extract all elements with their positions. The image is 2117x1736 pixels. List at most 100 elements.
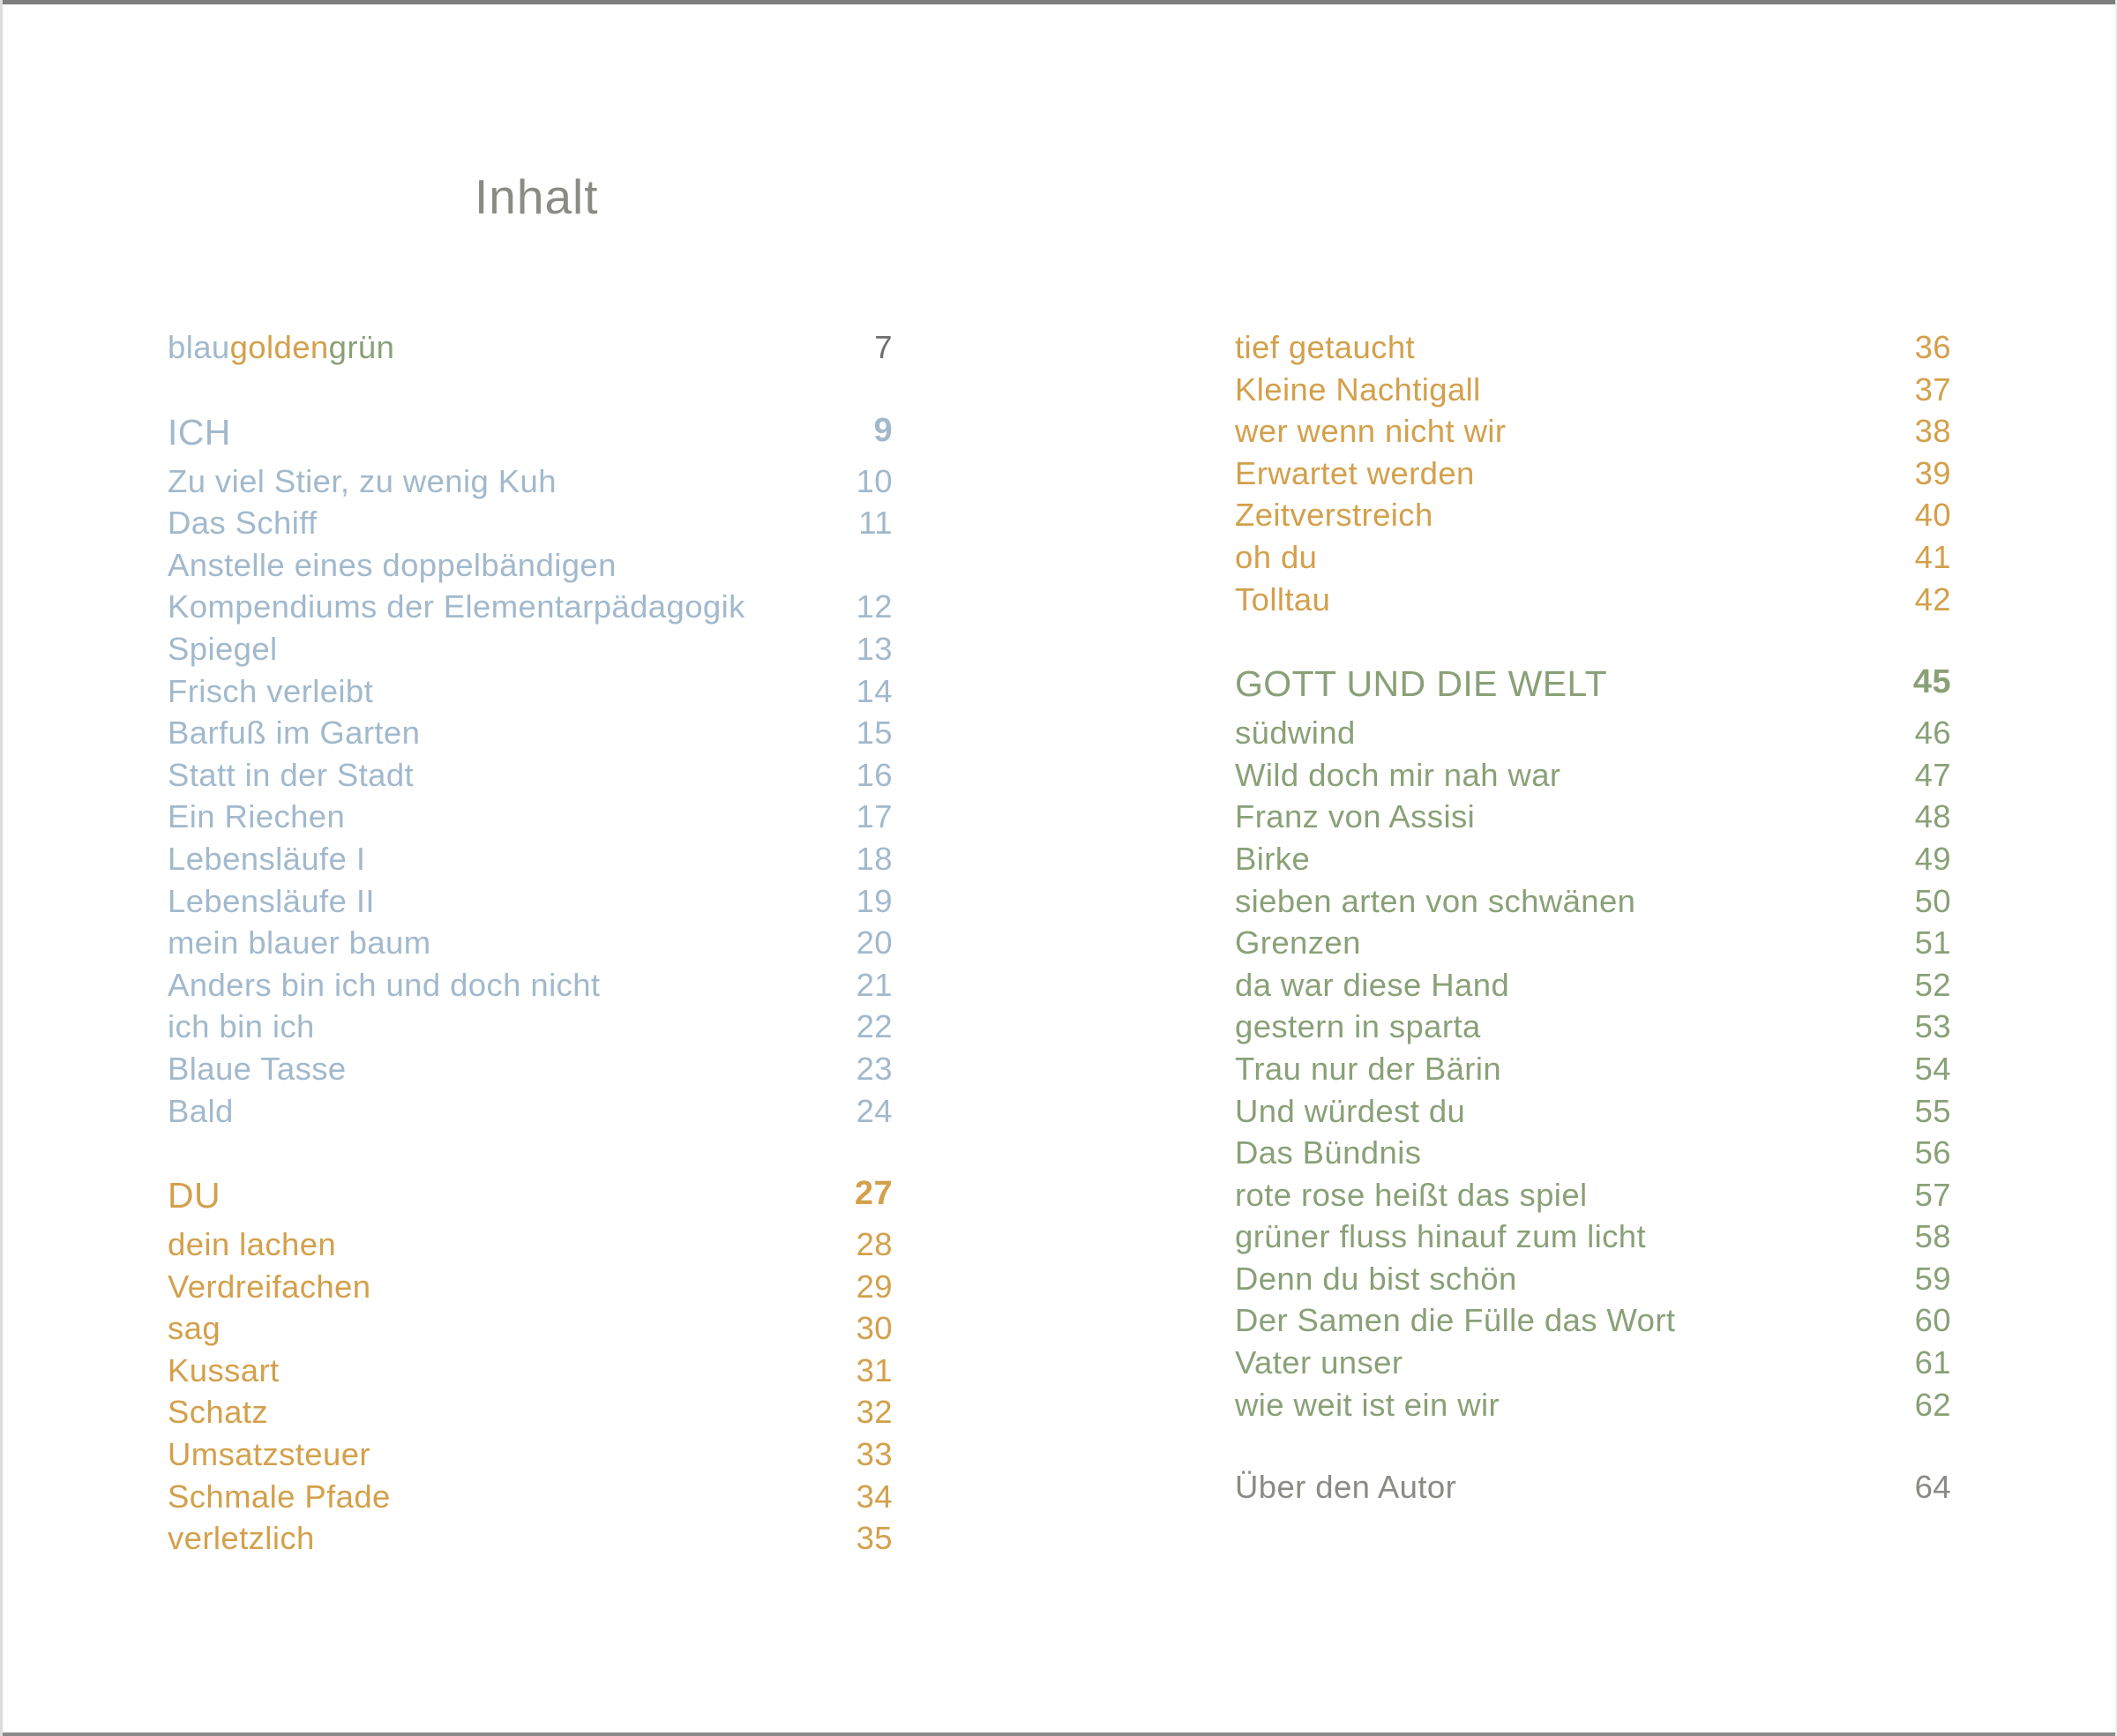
toc-entry-page-number: 16 (856, 756, 893, 793)
toc-entry-label: Lebensläufe I (168, 840, 366, 877)
toc-entry-label: Zu viel Stier, zu wenig Kuh (168, 462, 557, 499)
toc-entry-page-number: 27 (854, 1175, 893, 1213)
toc-entry: Schatz 32 (168, 1393, 893, 1435)
toc-entry: Umsatzsteuer 33 (168, 1435, 893, 1478)
toc-entry-label: GOTT UND DIE WELT (1235, 663, 1608, 705)
toc-entry-page-number: 9 (873, 411, 893, 449)
toc-entry-page-number: 33 (856, 1436, 893, 1473)
page-edge-left (0, 0, 3, 1736)
toc-entry-page-number: 47 (1914, 756, 1951, 793)
toc-entry-label: wer wenn nicht wir (1235, 413, 1507, 450)
toc-entry-page-number: 64 (1914, 1469, 1951, 1506)
toc-entry-page-number: 51 (1914, 924, 1951, 962)
toc-entry-page-number: 59 (1914, 1260, 1951, 1297)
toc-entry-page-number: 61 (1914, 1344, 1951, 1381)
toc-entry: wer wenn nicht wir 38 (1235, 412, 1951, 454)
toc-entry: Ein Riechen 17 (168, 797, 893, 840)
toc-entry: südwind 46 (1235, 714, 1951, 756)
toc-entry-page-number: 57 (1914, 1176, 1951, 1213)
toc-entry: Und würdest du 55 (1235, 1092, 1951, 1134)
toc-entry-label: ich bin ich (168, 1008, 315, 1045)
toc-entry: Anders bin ich und doch nicht 21 (168, 966, 893, 1008)
toc-entry-page-number: 38 (1914, 413, 1951, 450)
toc-entry: sag 30 (168, 1309, 893, 1351)
toc-entry: sieben arten von schwänen 50 (1235, 882, 1951, 924)
toc-entry: Grenzen 51 (1235, 924, 1951, 966)
toc-entry-label: grüner fluss hinauf zum licht (1235, 1218, 1647, 1255)
toc-entry-label: da war diese Hand (1235, 966, 1510, 1003)
toc-entry-label: Kleine Nachtigall (1235, 370, 1481, 408)
toc-entry: Anstelle eines doppelbändigen (168, 546, 893, 588)
toc-entry-page-number: 21 (856, 966, 893, 1003)
toc-entry-label: wie weit ist ein wir (1235, 1386, 1500, 1423)
toc-entry-label: verletzlich (168, 1520, 315, 1557)
toc-entry-label: Vater unser (1235, 1344, 1403, 1381)
toc-entry-label: DU (168, 1175, 221, 1216)
toc-entry-page-number: 39 (1914, 454, 1951, 491)
toc-entry-label: Schmale Pfade (168, 1478, 391, 1515)
toc-entry-page-number: 13 (856, 630, 893, 667)
toc-entry-page-number: 18 (856, 840, 893, 877)
toc-entry: Trau nur der Bärin 54 (1235, 1050, 1951, 1092)
toc-entry-label: Blaue Tasse (168, 1050, 347, 1087)
toc-entry-page-number: 37 (1914, 370, 1951, 408)
toc-entry: Birke 49 (1235, 840, 1951, 882)
toc-entry-label: dein lachen (168, 1226, 337, 1263)
toc-entry-label: Anders bin ich und doch nicht (168, 966, 601, 1003)
toc-entry: Über den Autor 64 (1235, 1468, 1951, 1510)
toc-entry-label: Birke (1235, 840, 1311, 877)
toc-entry: Zeitverstreich 40 (1235, 496, 1951, 538)
toc-entry: Das Schiff 11 (168, 504, 893, 546)
toc-entry: mein blauer baum 20 (168, 924, 893, 966)
toc-entry: tief getaucht 36 (1235, 328, 1951, 370)
toc-gap (168, 1134, 893, 1174)
toc-entry-label-segment: grün (328, 329, 395, 365)
toc-entry-page-number: 53 (1914, 1008, 1951, 1045)
toc-entry: rote rose heißt das spiel 57 (1235, 1176, 1951, 1218)
toc-entry-label: rote rose heißt das spiel (1235, 1176, 1588, 1213)
toc-entry-page-number: 34 (856, 1478, 893, 1515)
toc-entry-label: Grenzen (1235, 924, 1361, 962)
toc-entry: Blaue Tasse 23 (168, 1050, 893, 1092)
toc-entry: Das Bündnis 56 (1235, 1134, 1951, 1176)
page-edge-right (2115, 0, 2117, 1736)
toc-entry-page-number: 19 (856, 882, 893, 919)
toc-entry-label: ICH (168, 411, 231, 453)
toc-entry-page-number: 60 (1914, 1302, 1951, 1339)
toc-gap (168, 370, 893, 411)
toc-entry: Schmale Pfade 34 (168, 1478, 893, 1520)
toc-entry-label: Trau nur der Bärin (1235, 1050, 1502, 1087)
toc-entry-page-number: 50 (1914, 882, 1951, 919)
toc-entry-page-number: 48 (1914, 798, 1951, 835)
toc-entry-page-number: 45 (1912, 663, 1951, 701)
toc-entry-page-number: 20 (856, 924, 893, 962)
toc-entry-label: Verdreifachen (168, 1268, 371, 1305)
toc-entry-page-number: 30 (856, 1310, 893, 1347)
toc-entry-label: Zeitverstreich (1235, 497, 1433, 534)
toc-section-header: GOTT UND DIE WELT 45 (1235, 662, 1951, 714)
toc-entry-page-number: 15 (856, 715, 893, 752)
toc-entry-page-number: 14 (856, 672, 893, 709)
toc-entry-page-number: 10 (856, 462, 893, 499)
toc-entry-page-number: 7 (874, 329, 893, 365)
toc-entry: Tolltau 42 (1235, 580, 1951, 623)
toc-gap (1235, 1427, 1951, 1468)
toc-column-right: tief getaucht 36 Kleine Nachtigall 37 wer we… (1235, 328, 1951, 1510)
page-edge-top (0, 0, 2117, 4)
toc-entry-page-number: 46 (1914, 715, 1951, 752)
toc-entry: Erwartet werden 39 (1235, 454, 1951, 497)
toc-entry: Kompendiums der Elementarpädagogik 12 (168, 587, 893, 630)
toc-entry-label: Barfuß im Garten (168, 715, 421, 752)
toc-entry: ich bin ich 22 (168, 1007, 893, 1050)
toc-entry-page-number: 23 (856, 1050, 893, 1087)
toc-entry-page-number: 58 (1914, 1218, 1951, 1255)
toc-entry-label: Denn du bist schön (1235, 1260, 1517, 1297)
toc-entry-page-number: 22 (856, 1008, 893, 1045)
toc-entry-label: blaugoldengrün (168, 328, 857, 366)
toc-entry-page-number: 31 (856, 1351, 893, 1388)
toc-entry: blaugoldengrün 7 (168, 328, 893, 370)
toc-entry-label: Statt in der Stadt (168, 756, 415, 793)
toc-entry: grüner fluss hinauf zum licht 58 (1235, 1217, 1951, 1260)
toc-entry: Bald 24 (168, 1092, 893, 1134)
